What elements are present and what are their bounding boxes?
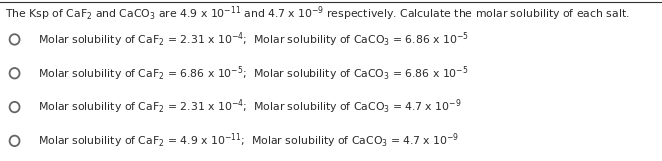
Text: Molar solubility of CaF$_2$ = 2.31 x 10$^{-4}$;  Molar solubility of CaCO$_3$ = : Molar solubility of CaF$_2$ = 2.31 x 10$… [38, 30, 469, 49]
Text: Molar solubility of CaF$_2$ = 6.86 x 10$^{-5}$;  Molar solubility of CaCO$_3$ = : Molar solubility of CaF$_2$ = 6.86 x 10$… [38, 64, 469, 83]
Text: Molar solubility of CaF$_2$ = 2.31 x 10$^{-4}$;  Molar solubility of CaCO$_3$ = : Molar solubility of CaF$_2$ = 2.31 x 10$… [38, 98, 462, 116]
Text: The Ksp of CaF$_2$ and CaCO$_3$ are 4.9 x 10$^{-11}$ and 4.7 x 10$^{-9}$ respect: The Ksp of CaF$_2$ and CaCO$_3$ are 4.9 … [5, 5, 630, 24]
Text: Molar solubility of CaF$_2$ = 4.9 x 10$^{-11}$;  Molar solubility of CaCO$_3$ = : Molar solubility of CaF$_2$ = 4.9 x 10$^… [38, 132, 459, 150]
